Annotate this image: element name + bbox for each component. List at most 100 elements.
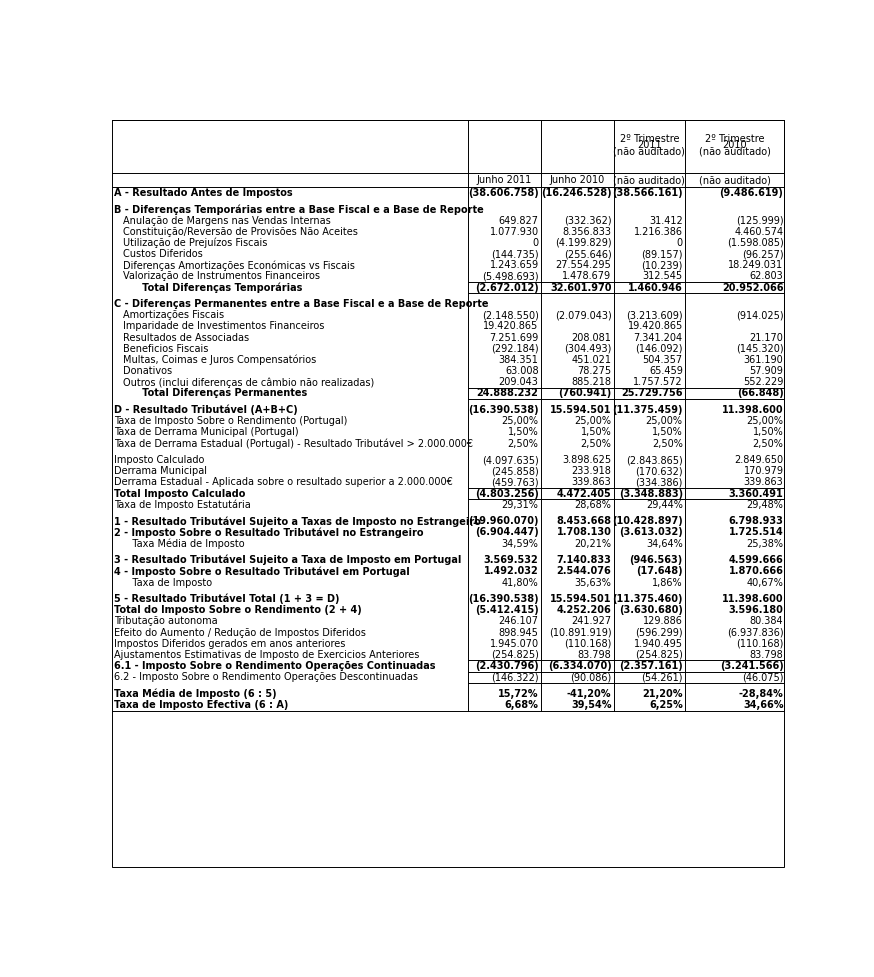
Text: (459.763): (459.763)	[491, 478, 538, 488]
Text: 3.569.532: 3.569.532	[484, 555, 538, 565]
Text: (10.428.897): (10.428.897)	[612, 516, 683, 527]
Text: Tributação autonoma: Tributação autonoma	[114, 616, 218, 626]
Text: Outros (inclui diferenças de câmbio não realizadas): Outros (inclui diferenças de câmbio não …	[123, 377, 374, 388]
Text: 1.757.572: 1.757.572	[633, 377, 683, 387]
Text: (2.430.796): (2.430.796)	[475, 661, 538, 671]
Text: 20,21%: 20,21%	[574, 538, 612, 549]
Text: (11.375.460): (11.375.460)	[613, 594, 683, 604]
Text: 20.952.066: 20.952.066	[722, 282, 783, 292]
Text: 4.252.206: 4.252.206	[557, 605, 612, 616]
Text: 34,66%: 34,66%	[743, 700, 783, 710]
Text: (10.239): (10.239)	[642, 260, 683, 271]
Text: 3 - Resultado Tributável Sujeito a Taxa de Imposto em Portugal: 3 - Resultado Tributável Sujeito a Taxa …	[114, 555, 461, 566]
Text: Donativos: Donativos	[123, 366, 172, 376]
Text: 7.341.204: 7.341.204	[634, 332, 683, 343]
Text: 7.251.699: 7.251.699	[489, 332, 538, 343]
Text: (146.092): (146.092)	[635, 344, 683, 354]
Text: 2011: 2011	[637, 140, 662, 149]
Text: Efeito do Aumento / Redução de Impostos Diferidos: Efeito do Aumento / Redução de Impostos …	[114, 627, 366, 638]
Text: Impostos Diferidos gerados em anos anteriores: Impostos Diferidos gerados em anos anter…	[114, 639, 345, 649]
Text: 649.827: 649.827	[498, 216, 538, 226]
Text: Imposto Calculado: Imposto Calculado	[114, 455, 205, 465]
Text: 25,00%: 25,00%	[502, 416, 538, 426]
Text: 19.420.865: 19.420.865	[628, 321, 683, 331]
Text: 21,20%: 21,20%	[642, 689, 683, 699]
Text: 1.870.666: 1.870.666	[729, 567, 783, 576]
Text: (5.412.415): (5.412.415)	[475, 605, 538, 616]
Text: 2010: 2010	[723, 140, 747, 149]
Text: (não auditado): (não auditado)	[698, 147, 771, 156]
Text: 233.918: 233.918	[572, 466, 612, 476]
Text: 18.249.031: 18.249.031	[728, 260, 783, 271]
Text: (4.199.829): (4.199.829)	[555, 238, 612, 248]
Text: Total Diferenças Temporárias: Total Diferenças Temporárias	[133, 282, 303, 293]
Text: 1.725.514: 1.725.514	[729, 528, 783, 537]
Text: (125.999): (125.999)	[736, 216, 783, 226]
Text: 451.021: 451.021	[572, 355, 612, 365]
Text: 1.478.679: 1.478.679	[562, 272, 612, 281]
Text: 2,50%: 2,50%	[580, 439, 612, 448]
Text: 39,54%: 39,54%	[571, 700, 612, 710]
Text: Junho 2010: Junho 2010	[550, 176, 605, 186]
Text: 1.460.946: 1.460.946	[628, 282, 683, 292]
Text: (255.646): (255.646)	[564, 249, 612, 259]
Text: Utilização de Prejuízos Fiscais: Utilização de Prejuízos Fiscais	[123, 237, 267, 248]
Text: (16.390.538): (16.390.538)	[468, 594, 538, 604]
Text: (17.648): (17.648)	[636, 567, 683, 576]
Text: 2,50%: 2,50%	[753, 439, 783, 448]
Text: 6,68%: 6,68%	[504, 700, 538, 710]
Text: Derrama Municipal: Derrama Municipal	[114, 466, 207, 476]
Text: B - Diferenças Temporárias entre a Base Fiscal e a Base de Reporte: B - Diferenças Temporárias entre a Base …	[114, 204, 483, 215]
Text: (3.348.883): (3.348.883)	[619, 488, 683, 498]
Text: 21.170: 21.170	[750, 332, 783, 343]
Text: 8.453.668: 8.453.668	[557, 516, 612, 527]
Text: (9.486.619): (9.486.619)	[719, 188, 783, 198]
Text: (1.598.085): (1.598.085)	[727, 238, 783, 248]
Text: (254.825): (254.825)	[635, 650, 683, 659]
Text: 4.599.666: 4.599.666	[729, 555, 783, 565]
Text: Diferenças Amortizações Económicas vs Fiscais: Diferenças Amortizações Económicas vs Fi…	[123, 260, 355, 271]
Text: 11.398.600: 11.398.600	[722, 405, 783, 415]
Text: 1.940.495: 1.940.495	[634, 639, 683, 649]
Text: Taxa Média de Imposto: Taxa Média de Imposto	[123, 538, 245, 549]
Text: (6.904.447): (6.904.447)	[475, 528, 538, 537]
Text: (6.334.070): (6.334.070)	[548, 661, 612, 671]
Text: 29,44%: 29,44%	[646, 500, 683, 510]
Text: (não auditado): (não auditado)	[698, 176, 771, 186]
Text: 885.218: 885.218	[572, 377, 612, 387]
Text: (2.672.012): (2.672.012)	[475, 282, 538, 292]
Text: (110.168): (110.168)	[736, 639, 783, 649]
Text: Resultados de Associadas: Resultados de Associadas	[123, 332, 249, 343]
Text: 62.803: 62.803	[750, 272, 783, 281]
Text: (54.261): (54.261)	[642, 672, 683, 682]
Text: Taxa de Imposto Sobre o Rendimento (Portugal): Taxa de Imposto Sobre o Rendimento (Port…	[114, 416, 347, 426]
Text: 129.886: 129.886	[643, 616, 683, 626]
Text: 898.945: 898.945	[499, 627, 538, 638]
Text: Amortizações Fiscais: Amortizações Fiscais	[123, 311, 225, 320]
Text: 1,50%: 1,50%	[508, 427, 538, 438]
Text: 35,63%: 35,63%	[574, 577, 612, 587]
Text: (6.937.836): (6.937.836)	[727, 627, 783, 638]
Text: 208.081: 208.081	[572, 332, 612, 343]
Text: Total Imposto Calculado: Total Imposto Calculado	[114, 488, 246, 498]
Text: (334.386): (334.386)	[635, 478, 683, 488]
Text: (11.375.459): (11.375.459)	[613, 405, 683, 415]
Text: 63.008: 63.008	[505, 366, 538, 376]
Text: 5 - Resultado Tributável Total (1 + 3 = D): 5 - Resultado Tributável Total (1 + 3 = …	[114, 594, 339, 605]
Text: 2,50%: 2,50%	[508, 439, 538, 448]
Text: 28,68%: 28,68%	[574, 500, 612, 510]
Text: Imparidade de Investimentos Financeiros: Imparidade de Investimentos Financeiros	[123, 321, 324, 331]
Text: (245.858): (245.858)	[491, 466, 538, 476]
Text: (19.960.070): (19.960.070)	[468, 516, 538, 527]
Text: -28,84%: -28,84%	[739, 689, 783, 699]
Text: 312.545: 312.545	[642, 272, 683, 281]
Text: (89.157): (89.157)	[642, 249, 683, 259]
Text: (38.566.161): (38.566.161)	[612, 188, 683, 198]
Text: (4.097.635): (4.097.635)	[482, 455, 538, 465]
Text: 361.190: 361.190	[744, 355, 783, 365]
Text: (4.803.256): (4.803.256)	[475, 488, 538, 498]
Text: 19.420.865: 19.420.865	[483, 321, 538, 331]
Text: 2º Trimestre: 2º Trimestre	[620, 134, 679, 144]
Text: 1.216.386: 1.216.386	[634, 227, 683, 236]
Text: 1.708.130: 1.708.130	[557, 528, 612, 537]
